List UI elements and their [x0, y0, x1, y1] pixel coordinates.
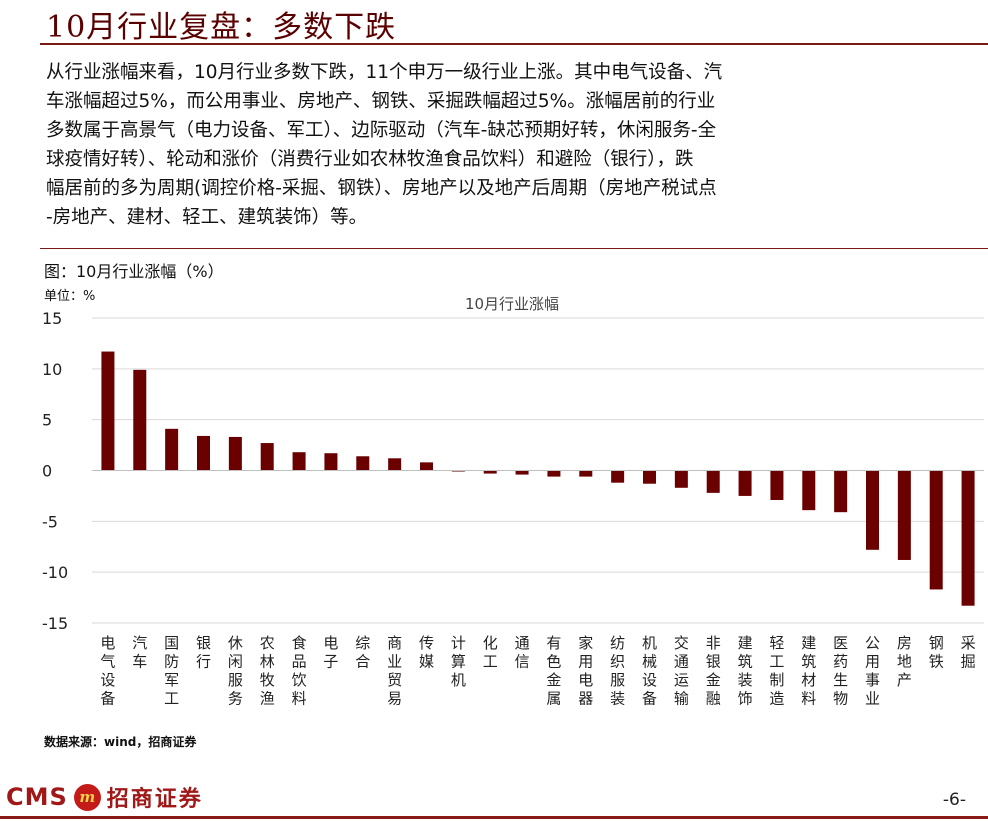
chart-title: 10月行业涨幅	[465, 295, 559, 313]
y-tick-label: 15	[42, 309, 62, 328]
bar	[292, 452, 306, 471]
x-tick-label: 有色金属	[546, 634, 561, 708]
paragraph-line: 从行业涨幅来看，10月行业多数下跌，11个申万一级行业上涨。其中电气设备、汽	[46, 62, 723, 83]
paragraph-line: 球疫情好转）、轮动和涨价（消费行业如农林牧渔食品饮料）和避险（银行），跌	[46, 149, 694, 170]
bar	[579, 470, 593, 477]
bar	[929, 470, 943, 590]
bar	[802, 470, 816, 511]
x-tick-label: 汽车	[132, 634, 147, 671]
x-tick-label: 非银金融	[706, 634, 721, 708]
bar	[770, 470, 784, 500]
x-tick-label: 房地产	[897, 634, 912, 689]
x-tick-label: 电子	[323, 634, 338, 671]
paragraph-line: 车涨幅超过5%，而公用事业、房地产、钢铁、采掘跌幅超过5%。涨幅居前的行业	[46, 91, 716, 112]
company-logo: CMS m 招商证券	[6, 782, 203, 812]
x-tick-label: 通信	[515, 634, 530, 671]
page-number: -6-	[942, 790, 966, 810]
x-tick-label: 银行	[196, 634, 211, 671]
x-tick-label: 医药生物	[833, 634, 848, 708]
bar	[133, 369, 147, 471]
y-tick-label: -10	[42, 563, 68, 582]
logo-text: CMS	[6, 783, 68, 811]
y-tick-label: 0	[42, 462, 52, 481]
bar	[643, 470, 656, 484]
paragraph-line: -房地产、建材、轻工、建筑装饰）等。	[46, 207, 368, 228]
x-tick-label: 电气设备	[100, 634, 115, 708]
x-tick-label: 综合	[355, 634, 370, 671]
logo-chinese-name: 招商证券	[106, 786, 203, 812]
x-tick-label: 计算机	[451, 634, 466, 689]
bar	[260, 443, 274, 471]
x-tick-label: 建筑材料	[801, 634, 816, 708]
bar	[101, 351, 115, 471]
bar	[165, 428, 179, 471]
bar	[420, 462, 433, 471]
paragraph-divider	[40, 248, 988, 249]
y-tick-label: 10	[42, 360, 62, 379]
x-tick-label: 农林牧渔	[260, 634, 275, 708]
bar	[228, 436, 242, 471]
bar	[674, 470, 688, 488]
x-tick-label: 商业贸易	[387, 634, 402, 708]
x-tick-label: 国防军工	[164, 634, 179, 708]
paragraph-line: 多数属于高景气（电力设备、军工）、边际驱动（汽车-缺芯预期好转，休闲服务-全	[46, 120, 717, 141]
bar	[547, 470, 561, 477]
x-tick-label: 公用事业	[865, 634, 880, 708]
x-tick-label: 采掘	[961, 634, 976, 671]
summary-paragraph: 从行业涨幅来看，10月行业多数下跌，11个申万一级行业上涨。其中电气设备、汽 车…	[46, 58, 976, 232]
paragraph-line: 幅居前的多为周期(调控价格-采掘、钢铁）、房地产以及地产后周期（房地产税试点	[46, 178, 717, 199]
x-tick-label: 休闲服务	[228, 634, 243, 708]
x-tick-label: 家用电器	[578, 634, 593, 708]
x-tick-label: 交通运输	[674, 634, 689, 708]
y-tick-label: -15	[42, 614, 68, 633]
bar	[515, 470, 529, 475]
bar	[483, 470, 497, 474]
y-tick-label: -5	[42, 512, 58, 531]
title-divider	[40, 43, 988, 45]
logo-badge-icon: m	[73, 783, 101, 811]
y-tick-label: 5	[42, 411, 52, 430]
x-tick-label: 纺织服装	[610, 634, 625, 708]
bar	[356, 456, 370, 471]
bar	[897, 470, 911, 560]
bar	[324, 453, 338, 471]
unit-label: 单位：%	[44, 289, 96, 304]
data-source: 数据来源：wind，招商证券	[44, 735, 197, 749]
figure-caption: 图：10月行业涨幅（%）	[44, 262, 224, 281]
bar	[866, 470, 879, 550]
x-tick-label: 建筑装饰	[738, 634, 753, 708]
x-tick-label: 食品饮料	[292, 634, 307, 708]
bar	[834, 470, 848, 513]
x-tick-label: 钢铁	[929, 634, 944, 671]
footer-divider	[0, 816, 988, 819]
x-tick-label: 轻工制造	[769, 634, 784, 708]
bar	[706, 470, 720, 493]
x-tick-label: 传媒	[419, 634, 434, 671]
bar	[451, 470, 465, 472]
bar	[611, 470, 625, 483]
x-tick-label: 机械设备	[642, 634, 657, 708]
bar	[388, 458, 402, 471]
bar	[197, 435, 210, 471]
bar	[961, 470, 975, 606]
x-tick-label: 化工	[483, 634, 498, 671]
bar	[738, 470, 752, 496]
page-title: 10月行业复盘：多数下跌	[46, 10, 397, 45]
